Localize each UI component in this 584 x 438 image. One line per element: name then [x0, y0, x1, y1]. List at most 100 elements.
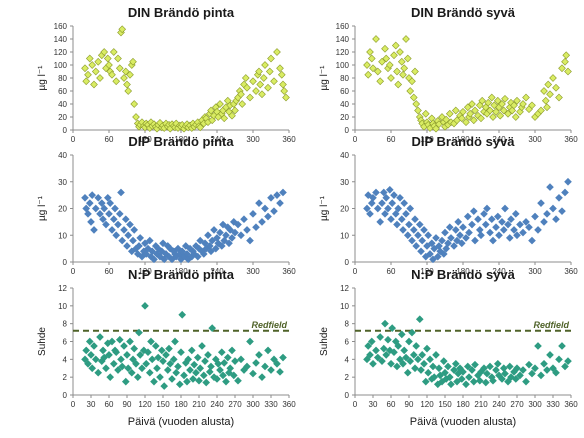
data-point	[153, 364, 161, 373]
data-point	[439, 357, 448, 365]
data-point	[519, 228, 527, 237]
data-point	[216, 366, 224, 374]
data-point	[499, 226, 508, 234]
data-point	[363, 204, 371, 213]
data-point	[489, 113, 497, 121]
data-point	[85, 337, 94, 346]
data-point	[406, 204, 415, 213]
data-point	[138, 364, 146, 373]
data-point	[510, 101, 518, 110]
data-point	[366, 48, 374, 56]
data-point	[462, 118, 470, 127]
data-point	[480, 364, 488, 373]
data-point	[114, 220, 122, 229]
data-point	[363, 355, 371, 364]
data-point	[204, 231, 212, 240]
data-point	[267, 193, 275, 202]
data-point	[142, 250, 151, 258]
x-tick-label: 120	[138, 400, 152, 409]
data-point	[136, 234, 145, 242]
data-point	[120, 74, 128, 82]
data-point	[207, 247, 215, 256]
data-point	[372, 346, 380, 355]
data-point	[561, 188, 569, 197]
data-point	[163, 366, 172, 374]
chart-title: DIP Brändö syvä	[411, 134, 515, 149]
data-point	[166, 359, 175, 368]
data-point	[87, 351, 95, 359]
data-point	[432, 124, 440, 133]
data-point	[393, 362, 401, 371]
y-axis-label: µg l⁻¹	[319, 65, 330, 91]
data-point	[477, 114, 485, 123]
data-point	[204, 351, 212, 359]
data-point	[199, 371, 208, 380]
data-point	[447, 380, 455, 389]
data-point	[99, 215, 107, 224]
x-tick-label: 0	[353, 400, 358, 409]
y-tick-label: 0	[63, 258, 68, 267]
data-point	[483, 369, 491, 378]
x-tick-label: 150	[156, 400, 170, 409]
data-point	[252, 223, 260, 232]
data-point	[186, 366, 194, 374]
data-point	[382, 351, 391, 359]
data-point	[469, 207, 478, 215]
data-point	[222, 377, 230, 386]
data-point	[208, 236, 217, 245]
data-point	[249, 77, 257, 86]
data-point	[196, 364, 205, 373]
y-tick-label: 100	[336, 61, 350, 70]
data-point	[192, 368, 200, 377]
data-point	[373, 67, 382, 76]
data-point	[85, 199, 94, 207]
data-point	[486, 228, 494, 237]
data-point	[421, 377, 430, 386]
data-point	[249, 210, 257, 218]
data-point	[516, 107, 524, 116]
data-point	[376, 77, 385, 86]
data-point	[109, 215, 118, 224]
data-point	[364, 191, 373, 199]
y-tick-label: 120	[336, 48, 350, 57]
data-point	[424, 231, 433, 240]
data-point	[84, 359, 92, 368]
data-point	[196, 123, 205, 132]
data-point	[367, 54, 376, 63]
data-point	[252, 87, 260, 95]
data-point	[399, 226, 407, 234]
y-axis-label: µg l⁻¹	[319, 195, 330, 221]
data-point	[226, 364, 235, 373]
y-tick-label: 2	[63, 373, 68, 382]
data-point	[228, 346, 236, 355]
data-point	[82, 77, 91, 86]
data-point	[396, 193, 404, 202]
x-tick-label: 60	[387, 135, 396, 144]
redfield-label: Redfield	[251, 320, 287, 330]
y-tick-label: 40	[340, 100, 349, 109]
data-point	[219, 220, 227, 229]
data-point	[142, 359, 151, 368]
data-point	[412, 242, 421, 250]
data-point	[108, 70, 116, 79]
data-point	[393, 67, 401, 76]
data-point	[214, 359, 223, 368]
data-point	[208, 324, 217, 332]
data-point	[471, 236, 479, 245]
y-tick-label: 12	[58, 284, 67, 293]
data-point	[382, 54, 391, 63]
data-point	[120, 342, 128, 350]
x-tick-label: 180	[174, 400, 188, 409]
data-point	[562, 51, 571, 60]
data-point	[264, 83, 272, 92]
data-point	[402, 35, 410, 43]
data-point	[459, 223, 467, 232]
data-point	[498, 375, 506, 383]
data-point	[430, 244, 439, 253]
x-tick-label: 180	[456, 135, 470, 144]
data-point	[132, 113, 140, 121]
data-point	[552, 368, 560, 377]
data-point	[228, 234, 236, 242]
x-tick-label: 240	[210, 135, 224, 144]
